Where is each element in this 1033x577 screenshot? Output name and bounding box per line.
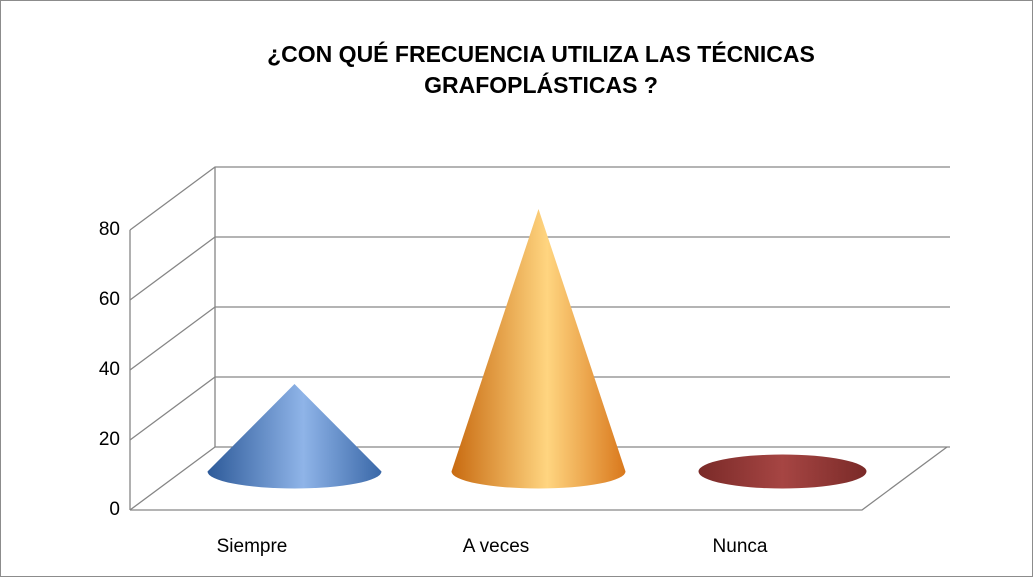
cone (451, 209, 626, 489)
cone (698, 454, 867, 489)
cone (207, 384, 382, 489)
y-tick-label: 0 (109, 499, 120, 520)
x-tick-label: A veces (463, 536, 530, 557)
chart-title: GRAFOPLÁSTICAS ? (424, 71, 658, 98)
y-tick-label: 40 (99, 359, 120, 380)
chart-title: ¿CON QUÉ FRECUENCIA UTILIZA LAS TÉCNICAS (267, 40, 815, 67)
x-tick-label: Siempre (217, 536, 288, 557)
y-tick-label: 20 (99, 429, 120, 450)
grid-line (129, 306, 950, 371)
x-tick-label: Nunca (713, 536, 768, 557)
grid-line (129, 446, 950, 511)
y-tick-label: 80 (99, 219, 120, 240)
grid-line (129, 166, 950, 231)
grid-line (129, 376, 950, 441)
floor (130, 446, 948, 511)
grid-line (129, 236, 950, 301)
y-tick-label: 60 (99, 289, 120, 310)
